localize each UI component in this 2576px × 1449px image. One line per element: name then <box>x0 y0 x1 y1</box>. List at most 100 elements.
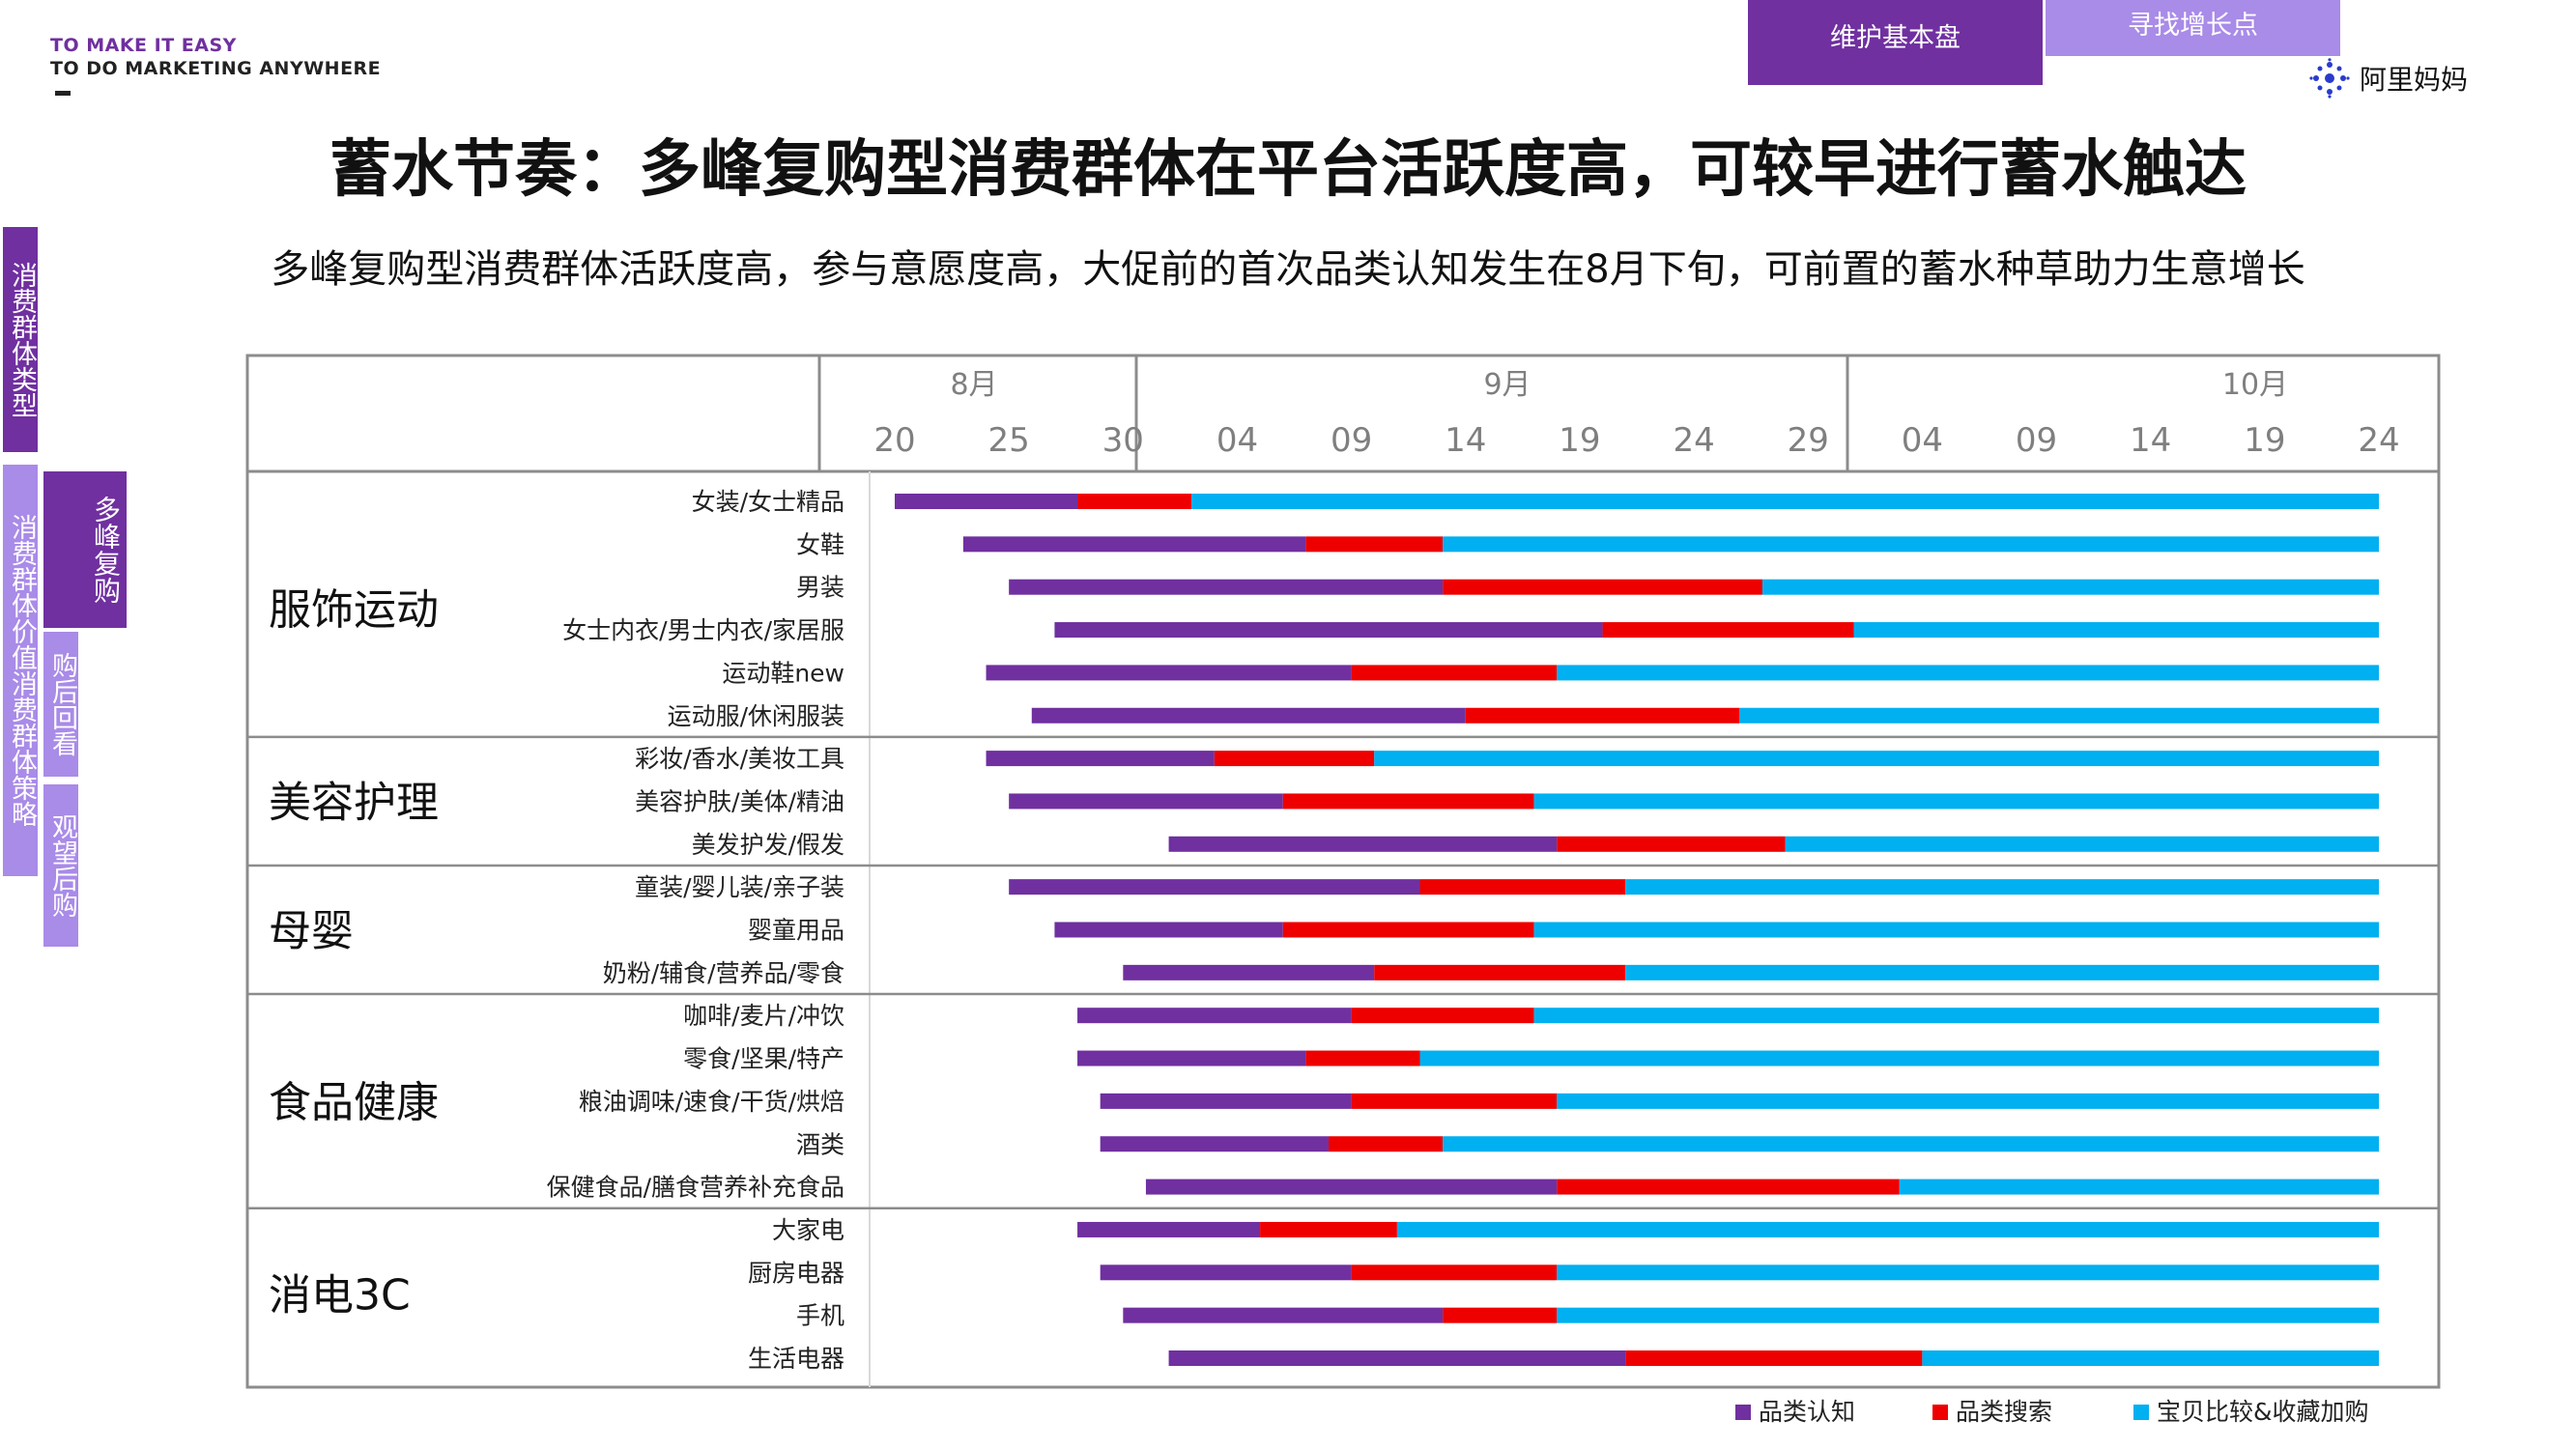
side-nav-consumer-type[interactable]: 消费群体类型 <box>3 227 38 452</box>
legend-label: 品类认知 <box>1759 1398 1855 1426</box>
row-label: 女鞋 <box>796 530 844 558</box>
page-title: 蓄水节奏：多峰复购型消费群体在平台活跃度高，可较早进行蓄水触达 <box>329 134 2247 206</box>
bar-category-awareness <box>1077 1221 1261 1237</box>
bar-category-awareness <box>1054 622 1603 639</box>
row-label: 酒类 <box>796 1130 844 1158</box>
bar-category-awareness <box>1168 1350 1626 1366</box>
row-label: 生活电器 <box>748 1345 844 1373</box>
row-label: 运动鞋new <box>722 659 844 687</box>
group-label: 母婴 <box>269 907 354 956</box>
bar-compare-collect <box>1533 1008 2379 1024</box>
bar-category-search <box>1351 665 1558 681</box>
row-label: 美容护肤/美体/精油 <box>635 787 844 815</box>
group-label: 食品健康 <box>269 1078 439 1127</box>
bar-category-awareness <box>1100 1136 1329 1152</box>
bar-compare-collect <box>1922 1350 2379 1366</box>
group-label: 服饰运动 <box>269 585 439 635</box>
legend-swatch <box>1735 1405 1751 1420</box>
bar-compare-collect <box>1443 536 2379 553</box>
bar-category-awareness <box>986 751 1215 767</box>
bar-compare-collect <box>1533 922 2379 938</box>
bar-category-search <box>1328 1136 1444 1152</box>
tick-label: 30 <box>1102 421 1144 460</box>
bar-category-search <box>1351 1264 1558 1281</box>
bar-compare-collect <box>1374 751 2379 767</box>
side-nav-wait-and-see[interactable]: 观望后购 <box>43 784 78 947</box>
bar-category-search <box>1282 793 1534 810</box>
bar-category-search <box>1374 964 1626 980</box>
bar-category-search <box>1557 1179 1900 1195</box>
bar-category-awareness <box>1100 1264 1352 1281</box>
group-label: 消电3C <box>269 1270 411 1320</box>
bar-category-search <box>1077 494 1192 509</box>
bar-category-search <box>1305 1050 1420 1066</box>
row-label: 大家电 <box>772 1216 844 1244</box>
bar-compare-collect <box>1899 1179 2379 1195</box>
bar-category-search <box>1625 1350 1923 1366</box>
legend-swatch <box>2133 1405 2149 1420</box>
bar-compare-collect <box>1191 494 2379 509</box>
side-nav-consumer-value[interactable]: 消费群体价值 <box>7 514 37 670</box>
bar-category-search <box>1282 922 1534 938</box>
tick-label: 04 <box>1902 421 1943 460</box>
month-label: 10月 <box>2222 368 2288 402</box>
bar-category-awareness <box>1009 879 1420 895</box>
bar-compare-collect <box>1739 707 2379 724</box>
row-label: 厨房电器 <box>748 1259 844 1287</box>
brand-tagline-line2: TO DO MARKETING ANYWHERE <box>50 58 382 79</box>
tick-label: 29 <box>1788 421 1829 460</box>
side-nav-post-purchase[interactable]: 购后回看 <box>43 632 78 777</box>
bar-category-awareness <box>1031 707 1466 724</box>
row-label: 手机 <box>796 1302 844 1330</box>
tick-label: 04 <box>1216 421 1258 460</box>
bar-compare-collect <box>1443 1136 2379 1152</box>
bar-category-awareness <box>1054 922 1283 938</box>
tab-maintain-base[interactable]: 维护基本盘 <box>1748 0 2043 85</box>
bar-compare-collect <box>1557 1093 2379 1109</box>
side-nav-consumer-value-strategy[interactable]: 消费群体价值消费群体策略 <box>3 465 38 876</box>
legend-label: 品类搜索 <box>1956 1398 2052 1426</box>
bar-compare-collect <box>1557 1307 2379 1323</box>
row-label: 男装 <box>796 574 844 602</box>
alimama-logo-icon <box>2309 58 2350 99</box>
bar-category-search <box>1557 836 1786 852</box>
legend-swatch <box>1932 1405 1948 1420</box>
row-label: 女士内衣/男士内衣/家居服 <box>562 616 844 644</box>
row-label: 女装/女士精品 <box>692 488 844 516</box>
bar-compare-collect <box>1419 1050 2379 1066</box>
bar-category-awareness <box>1077 1008 1352 1024</box>
bar-category-search <box>1602 622 1854 639</box>
bar-compare-collect <box>1761 579 2379 595</box>
tick-label: 20 <box>873 421 915 460</box>
side-nav-multi-peak[interactable]: 多峰复购 <box>43 471 127 628</box>
row-label: 奶粉/辅食/营养品/零食 <box>603 959 844 987</box>
bar-category-awareness <box>1168 836 1558 852</box>
row-label: 美发护发/假发 <box>692 831 844 859</box>
tick-label: 25 <box>988 421 1030 460</box>
page-subtitle: 多峰复购型消费群体活跃度高，参与意愿度高，大促前的首次品类认知发生在8月下旬，可… <box>271 247 2305 292</box>
bar-category-awareness <box>1077 1050 1306 1066</box>
bar-category-search <box>1351 1008 1534 1024</box>
tick-label: 24 <box>1673 421 1714 460</box>
bar-category-search <box>1465 707 1740 724</box>
row-label: 粮油调味/速食/干货/烘焙 <box>579 1088 844 1116</box>
row-label: 彩妆/香水/美妆工具 <box>635 745 844 773</box>
row-label: 咖啡/麦片/冲饮 <box>683 1002 844 1030</box>
bar-category-awareness <box>895 494 1078 509</box>
tick-label: 19 <box>2244 421 2285 460</box>
row-label: 童装/婴儿装/亲子装 <box>635 873 844 901</box>
tab-find-growth[interactable]: 寻找增长点 <box>2046 0 2340 56</box>
bar-category-search <box>1305 536 1444 553</box>
alimama-logo-text: 阿里妈妈 <box>2360 64 2469 96</box>
side-nav-consumer-strategy[interactable]: 消费群体策略 <box>7 670 37 827</box>
bar-category-awareness <box>1123 964 1375 980</box>
row-label: 婴童用品 <box>748 917 844 945</box>
row-label: 保健食品/膳食营养补充食品 <box>547 1174 844 1202</box>
bar-category-awareness <box>1145 1179 1558 1195</box>
brand-tagline-line1: TO MAKE IT EASY <box>50 35 237 56</box>
bar-compare-collect <box>1557 665 2379 681</box>
bar-category-search <box>1443 1307 1558 1323</box>
bar-compare-collect <box>1625 879 2379 895</box>
bar-compare-collect <box>1853 622 2379 639</box>
